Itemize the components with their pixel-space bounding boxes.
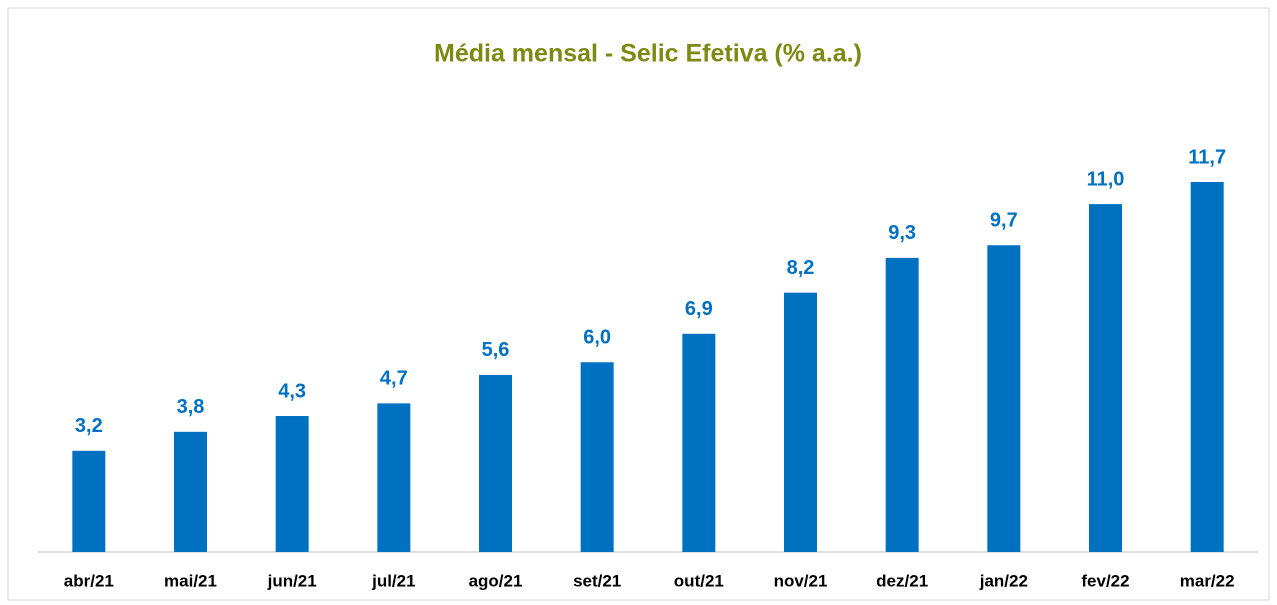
bar bbox=[885, 257, 919, 552]
bar bbox=[72, 450, 106, 552]
data-label: 6,0 bbox=[583, 327, 611, 349]
bar bbox=[784, 292, 817, 552]
bar bbox=[174, 431, 207, 552]
x-tick-label: jul/21 bbox=[371, 571, 415, 590]
chart-title: Média mensal - Selic Efetiva (% a.a.) bbox=[434, 40, 862, 68]
bar bbox=[377, 403, 411, 552]
bar bbox=[479, 374, 512, 552]
data-label: 4,7 bbox=[380, 368, 408, 390]
bar bbox=[682, 333, 716, 552]
data-label: 4,3 bbox=[278, 380, 306, 402]
x-tick-label: mai/21 bbox=[164, 571, 217, 590]
bar bbox=[275, 416, 309, 552]
data-label: 11,7 bbox=[1188, 146, 1226, 168]
data-label: 3,2 bbox=[75, 415, 103, 437]
data-label: 3,8 bbox=[177, 396, 205, 418]
chart-border bbox=[7, 7, 1270, 601]
x-tick-label: jan/22 bbox=[979, 571, 1028, 590]
x-tick-label: ago/21 bbox=[469, 571, 523, 590]
x-tick-label: abr/21 bbox=[64, 571, 114, 590]
x-tick-label: set/21 bbox=[573, 571, 621, 590]
bar bbox=[987, 245, 1021, 552]
x-tick-label: jun/21 bbox=[267, 571, 317, 590]
x-tick-label: fev/22 bbox=[1081, 571, 1129, 590]
data-label: 9,7 bbox=[990, 210, 1018, 232]
bar bbox=[1089, 204, 1122, 552]
data-label: 5,6 bbox=[482, 339, 510, 361]
x-tick-label: out/21 bbox=[674, 571, 724, 590]
x-tick-label: nov/21 bbox=[774, 571, 828, 590]
data-label: 6,9 bbox=[685, 298, 713, 320]
bar bbox=[1190, 182, 1224, 552]
x-tick-label: dez/21 bbox=[876, 571, 928, 590]
bar bbox=[580, 362, 614, 552]
data-label: 11,0 bbox=[1087, 168, 1125, 190]
data-label: 9,3 bbox=[888, 222, 916, 244]
data-label: 8,2 bbox=[787, 257, 815, 279]
x-tick-label: mar/22 bbox=[1180, 571, 1235, 590]
